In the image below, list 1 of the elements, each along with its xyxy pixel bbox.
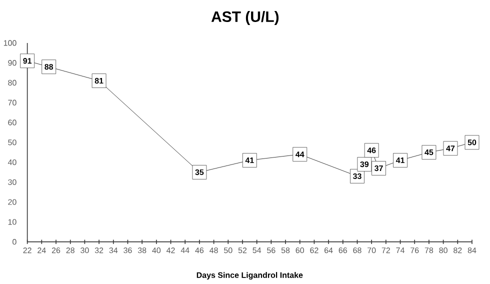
chart-title: AST (U/L) (211, 11, 279, 26)
